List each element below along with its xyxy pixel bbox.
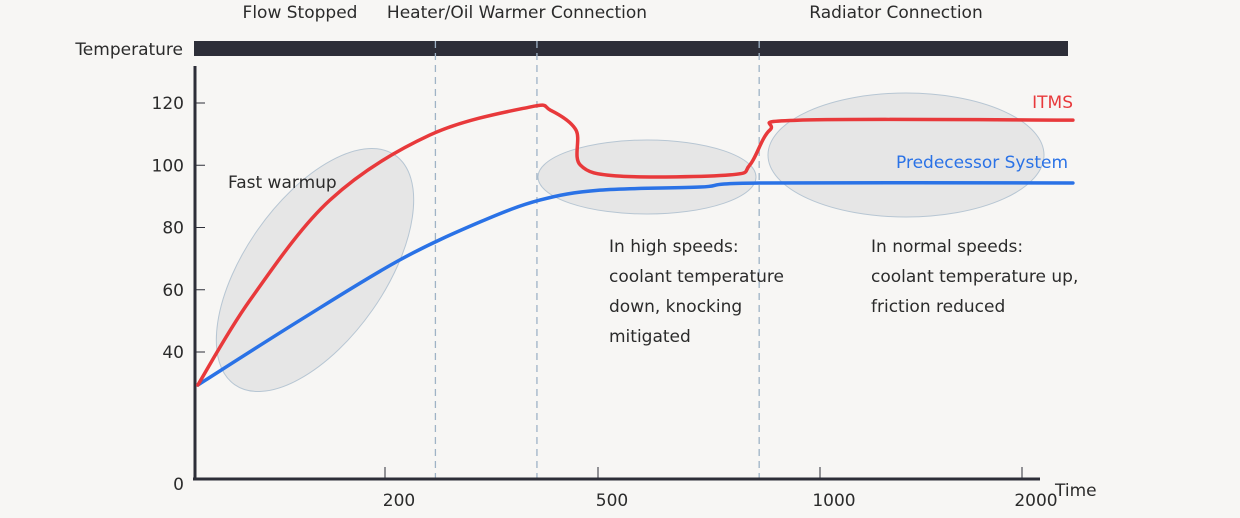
annotation-line: coolant temperature bbox=[609, 267, 784, 287]
annotation-line: In normal speeds: bbox=[871, 237, 1023, 257]
annotation-line: mitigated bbox=[609, 327, 691, 347]
y-tick-label: 40 bbox=[162, 343, 184, 363]
annotation-fast-warmup: Fast warmup bbox=[228, 173, 337, 193]
series-line-itms bbox=[196, 103, 1075, 387]
y-tick-label: 120 bbox=[152, 94, 184, 114]
annotation-line: In high speeds: bbox=[609, 237, 739, 257]
temperature-bar bbox=[194, 41, 1068, 56]
normal-speed-region bbox=[767, 92, 1045, 218]
y-tick-label: 0 bbox=[173, 475, 184, 495]
y-axis-label: Temperature bbox=[74, 40, 183, 60]
annotation-line: friction reduced bbox=[871, 297, 1005, 317]
series-line-predecessor-system bbox=[196, 180, 1075, 387]
fast-warmup-region bbox=[215, 147, 415, 393]
phase-label-1: Heater/Oil Warmer Connection bbox=[387, 3, 647, 23]
x-tick-label: 1000 bbox=[812, 491, 855, 511]
legend-itms: ITMS bbox=[1032, 93, 1073, 113]
annotation-line: coolant temperature up, bbox=[871, 267, 1078, 287]
x-axis-label: Time bbox=[1054, 481, 1097, 501]
phase-label-0: Flow Stopped bbox=[243, 3, 358, 23]
x-tick-label: 500 bbox=[596, 491, 628, 511]
x-tick-label: 200 bbox=[383, 491, 415, 511]
y-tick-label: 80 bbox=[162, 219, 184, 239]
annotation-high-speeds: In high speeds: coolant temperature down… bbox=[609, 237, 784, 347]
y-tick-label: 100 bbox=[152, 156, 184, 176]
annotation-line: down, knocking bbox=[609, 297, 742, 317]
y-tick-label: 60 bbox=[162, 281, 184, 301]
legend-predecessor: Predecessor System bbox=[896, 153, 1068, 173]
phase-label-2: Radiator Connection bbox=[809, 3, 982, 23]
annotation-normal-speeds: In normal speeds: coolant temperature up… bbox=[871, 237, 1078, 317]
x-tick-label: 2000 bbox=[1014, 491, 1057, 511]
